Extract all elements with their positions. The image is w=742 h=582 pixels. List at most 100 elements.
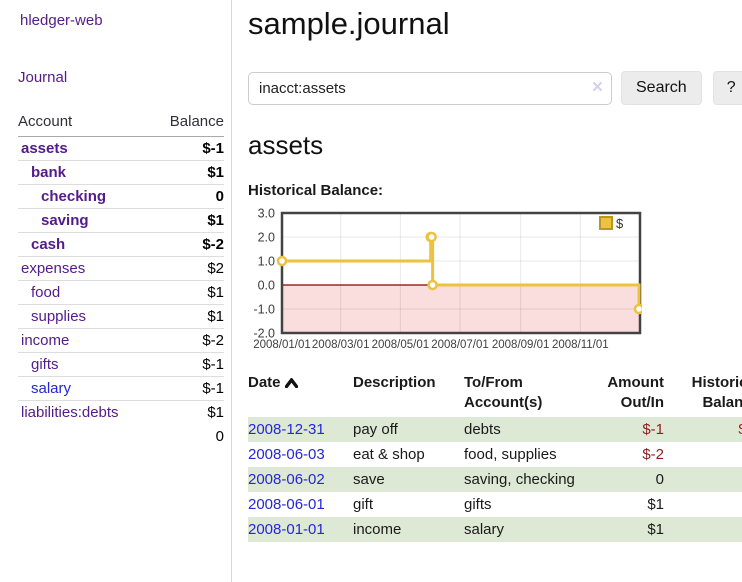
- transaction-amount: $1: [647, 521, 664, 538]
- account-link[interactable]: income: [21, 332, 70, 349]
- account-link[interactable]: bank: [31, 164, 67, 181]
- legend-swatch: [599, 216, 613, 230]
- x-tick-label: 2008/07/01: [431, 339, 489, 351]
- y-tick-label: -2.0: [253, 327, 275, 341]
- account-balance: $1: [151, 208, 224, 233]
- transaction-date-link[interactable]: 2008-06-01: [248, 496, 325, 513]
- transaction-accounts: salary: [464, 521, 505, 538]
- account-row: income $-2: [18, 328, 224, 353]
- transaction-accounts: debts: [464, 421, 501, 438]
- account-row: saving $1: [18, 208, 224, 233]
- account-row: cash $-2: [18, 232, 224, 257]
- transaction-date-cell: 2008-06-03: [248, 442, 353, 467]
- transaction-date-cell: 2008-12-31: [248, 417, 353, 442]
- page-title: sample.journal: [248, 6, 450, 41]
- transaction-date-cell: 2008-06-01: [248, 492, 353, 517]
- account-balance: $1: [151, 304, 224, 329]
- y-tick-label: 1.0: [258, 255, 275, 269]
- account-balance: $-1: [151, 376, 224, 401]
- transaction-amount: $-2: [642, 446, 664, 463]
- transaction-row: 2008-01-01 income salary $1$1: [248, 517, 742, 542]
- transaction-amount: 0: [655, 471, 664, 488]
- account-link[interactable]: liabilities:debts: [21, 404, 119, 421]
- y-tick-label: 0.0: [258, 279, 275, 293]
- transaction-balance: $2: [666, 492, 742, 517]
- account-row: checking 0: [18, 184, 224, 209]
- account-balance: 0: [151, 184, 224, 209]
- sidebar-item-journal[interactable]: Journal: [18, 69, 68, 86]
- transaction-balance: $-1: [666, 417, 742, 442]
- account-link[interactable]: food: [31, 284, 61, 301]
- balance-column-header: Balance: [151, 110, 224, 137]
- clear-search-icon[interactable]: ×: [591, 77, 603, 99]
- transaction-date-link[interactable]: 2008-01-01: [248, 521, 325, 538]
- transaction-row: 2008-06-01 gift gifts $1$2: [248, 492, 742, 517]
- account-row: supplies $1: [18, 304, 224, 329]
- sort-asc-icon: [284, 378, 298, 388]
- main-content: sample.journal × Search ? assets Histori…: [232, 0, 742, 582]
- x-tick-label: 2008/05/01: [372, 339, 430, 351]
- account-link[interactable]: gifts: [31, 356, 59, 373]
- column-header[interactable]: Date: [248, 371, 353, 417]
- sidebar: hledger-web Journal Account Balance asse…: [0, 0, 232, 582]
- transaction-description: pay off: [353, 421, 398, 438]
- column-header: Historical Balance: [691, 374, 742, 411]
- account-balance: $-2: [151, 328, 224, 353]
- account-row: food $1: [18, 280, 224, 305]
- y-tick-label: -1.0: [253, 303, 275, 317]
- y-tick-label: 2.0: [258, 231, 275, 245]
- transaction-description: save: [353, 471, 385, 488]
- transaction-date-link[interactable]: 2008-12-31: [248, 421, 325, 438]
- transaction-row: 2008-06-03 eat & shop food, supplies $-20: [248, 442, 742, 467]
- account-row: liabilities:debts $1: [18, 400, 224, 424]
- y-tick-label: 3.0: [258, 207, 275, 221]
- transaction-date-cell: 2008-06-02: [248, 467, 353, 492]
- account-balance: $-1: [202, 140, 224, 157]
- transaction-row: 2008-12-31 pay off debts $-1$-1: [248, 417, 742, 442]
- transaction-amount: $1: [647, 496, 664, 513]
- x-tick-label: 2008/01/01: [253, 339, 311, 351]
- help-button[interactable]: ?: [712, 71, 742, 105]
- account-balance: $-2: [151, 232, 224, 257]
- account-row: bank $1: [18, 160, 224, 185]
- transaction-date-link[interactable]: 2008-06-02: [248, 471, 325, 488]
- brand-link[interactable]: hledger-web: [20, 12, 103, 29]
- account-link[interactable]: saving: [41, 212, 89, 229]
- transaction-balance: 0: [666, 442, 742, 467]
- account-balance: $2: [151, 256, 224, 281]
- x-tick-label: 2008/09/01: [492, 339, 550, 351]
- account-link[interactable]: assets: [21, 140, 68, 157]
- account-balance: $1: [151, 400, 224, 424]
- total-balance: 0: [215, 428, 224, 445]
- account-row: assets $-1: [18, 137, 224, 161]
- transaction-accounts: food, supplies: [464, 446, 557, 463]
- transaction-date-cell: 2008-01-01: [248, 517, 353, 542]
- transaction-balance: $1: [666, 517, 742, 542]
- transaction-balance: $2: [666, 467, 742, 492]
- transaction-description: gift: [353, 496, 374, 513]
- transaction-description: eat & shop: [353, 446, 425, 463]
- account-row: salary $-1: [18, 376, 224, 401]
- account-link[interactable]: expenses: [21, 260, 86, 277]
- transaction-date-link[interactable]: 2008-06-03: [248, 446, 325, 463]
- account-link[interactable]: supplies: [31, 308, 87, 325]
- search-button[interactable]: Search: [621, 71, 702, 105]
- account-column-header: Account: [18, 110, 152, 137]
- historical-balance-chart: $3.0 2.0 1.0 0.0 -1.0 -2.0 2008/01/01 2008/03/0…: [248, 205, 742, 355]
- legend-label: $: [616, 216, 624, 231]
- account-link[interactable]: cash: [31, 236, 66, 253]
- account-link[interactable]: checking: [41, 188, 107, 205]
- x-tick-label: 2008/11/01: [552, 339, 609, 351]
- account-balance: $-1: [151, 352, 224, 377]
- account-row: gifts $-1: [18, 352, 224, 377]
- account-link[interactable]: salary: [31, 380, 72, 397]
- account-balance: $1: [151, 160, 224, 185]
- account-total-row: 0: [18, 424, 224, 448]
- column-header: Amount Out/In: [607, 374, 664, 411]
- search-input[interactable]: [248, 71, 612, 105]
- transaction-accounts: gifts: [464, 496, 492, 513]
- transaction-accounts: saving, checking: [464, 471, 575, 488]
- account-balance: $1: [151, 280, 224, 305]
